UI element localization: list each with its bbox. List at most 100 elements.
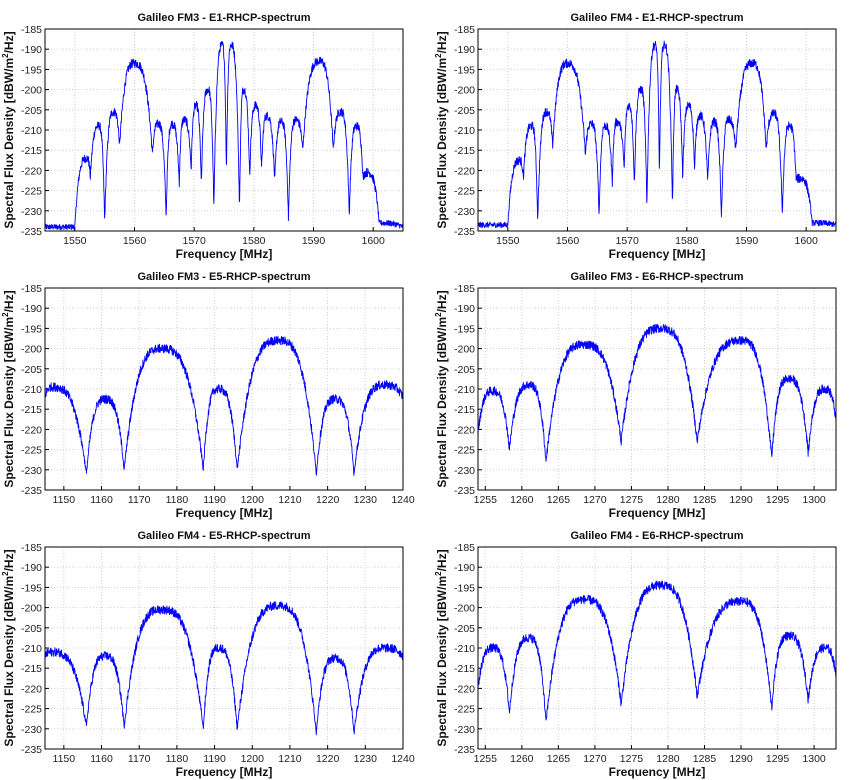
- y-tick-label: -210: [454, 384, 475, 396]
- chart-title: Galileo FM4 - E1-RHCP-spectrum: [571, 12, 744, 24]
- y-tick-label: -200: [454, 344, 475, 356]
- plot-area: [478, 547, 836, 749]
- y-axis-label-main: Spectral Flux Density [dBW/m: [2, 576, 16, 747]
- y-tick-label: -230: [21, 465, 42, 477]
- x-axis-label: Frequency [MHz]: [609, 247, 706, 261]
- y-tick-label: -220: [454, 424, 475, 436]
- y-tick-label: -200: [454, 603, 475, 615]
- x-tick-label: 1180: [166, 494, 189, 506]
- y-axis-label-main: Spectral Flux Density [dBW/m: [435, 317, 449, 488]
- x-tick-label: 1160: [90, 494, 113, 506]
- subplot-2: -235 -230 -225 -220 -215 -210 -205 -200 -195 -190…: [434, 12, 837, 261]
- y-tick-label: -215: [454, 663, 475, 675]
- spectrum-line-1: [44, 41, 404, 231]
- y-axis-label: Spectral Flux Density [dBW/m2/Hz]: [434, 290, 449, 487]
- x-tick-label: 1270: [583, 753, 607, 765]
- y-axis-label-superscript: 2: [434, 312, 443, 317]
- y-axis-label: Spectral Flux Density [dBW/m2/Hz]: [434, 31, 449, 228]
- x-tick-label: 1600: [361, 235, 385, 247]
- y-tick-label: -215: [454, 145, 475, 157]
- y-tick-label: -190: [454, 44, 475, 56]
- y-tick-label: -210: [454, 643, 475, 655]
- subplot-5: -235 -230 -225 -220 -215 -210 -205 -200 -195 -190…: [1, 530, 415, 779]
- y-tick-label: -190: [21, 562, 42, 574]
- spectrum-line-1: [477, 40, 837, 229]
- chart-title: Galileo FM3 - E6-RHCP-spectrum: [571, 271, 744, 283]
- y-tick-label: -230: [21, 206, 42, 218]
- x-tick-label: 1295: [766, 494, 790, 506]
- y-tick-label: -195: [21, 64, 42, 76]
- y-tick-label: -200: [454, 85, 475, 97]
- y-tick-label: -220: [454, 683, 475, 695]
- y-tick-label: -205: [454, 623, 475, 635]
- x-tick-label: 1255: [474, 753, 498, 765]
- x-tick-label: 1150: [53, 494, 76, 506]
- y-tick-label: -235: [454, 226, 475, 238]
- y-axis-label-superscript: 2: [434, 571, 443, 576]
- y-tick-label: -215: [21, 404, 42, 416]
- x-tick-label: 1285: [693, 494, 717, 506]
- spectrum-line-1: [44, 601, 404, 736]
- x-tick-label: 1295: [766, 753, 790, 765]
- x-tick-label: 1580: [242, 235, 266, 247]
- y-axis-label-superscript: 2: [1, 312, 10, 317]
- axes-box: [44, 546, 404, 750]
- subplot-1: -235 -230 -225 -220 -215 -210 -205 -200 -195 -190…: [1, 12, 404, 261]
- y-tick-label: -195: [21, 323, 42, 335]
- y-tick-label: -205: [454, 105, 475, 117]
- x-tick-label: 1290: [729, 494, 753, 506]
- y-tick-label: -185: [21, 24, 42, 36]
- y-axis-label-main: Spectral Flux Density [dBW/m: [2, 58, 16, 229]
- subplot-6: -235 -230 -225 -220 -215 -210 -205 -200 -195 -190…: [434, 530, 837, 779]
- x-tick-label: 1230: [354, 494, 378, 506]
- y-tick-label: -205: [21, 364, 42, 376]
- x-tick-label: 1200: [241, 753, 265, 765]
- y-tick-label: -235: [21, 744, 42, 756]
- y-tick-label: -185: [21, 283, 42, 295]
- x-tick-label: 1220: [316, 494, 340, 506]
- x-tick-label: 1210: [278, 494, 302, 506]
- x-axis-label: Frequency [MHz]: [176, 247, 273, 261]
- y-tick-label: -220: [21, 424, 42, 436]
- x-tick-label: 1570: [615, 235, 639, 247]
- y-tick-label: -185: [21, 542, 42, 554]
- x-tick-label: 1160: [90, 753, 113, 765]
- x-tick-label: 1550: [496, 235, 520, 247]
- y-tick-label: -220: [21, 165, 42, 177]
- x-tick-label: 1550: [63, 235, 87, 247]
- y-axis-label: Spectral Flux Density [dBW/m2/Hz]: [1, 549, 16, 746]
- y-tick-label: -230: [454, 206, 475, 218]
- y-tick-label: -190: [21, 303, 42, 315]
- axes-box: [477, 287, 837, 491]
- chart-title: Galileo FM4 - E6-RHCP-spectrum: [571, 530, 744, 542]
- y-tick-label: -230: [454, 465, 475, 477]
- y-tick-label: -235: [21, 226, 42, 238]
- y-tick-label: -195: [454, 64, 475, 76]
- y-tick-label: -210: [454, 125, 475, 137]
- y-tick-label: -235: [454, 485, 475, 497]
- subplot-4: -235 -230 -225 -220 -215 -210 -205 -200 -195 -190…: [434, 271, 837, 520]
- y-axis-label-unit: /Hz]: [2, 290, 16, 312]
- y-tick-label: -205: [21, 623, 42, 635]
- y-tick-label: -190: [21, 44, 42, 56]
- y-axis-label-superscript: 2: [1, 571, 10, 576]
- x-tick-label: 1570: [182, 235, 206, 247]
- x-tick-label: 1210: [278, 753, 302, 765]
- y-tick-label: -230: [21, 724, 42, 736]
- y-axis-label-unit: /Hz]: [2, 549, 16, 571]
- x-tick-label: 1265: [547, 753, 571, 765]
- y-tick-label: -215: [21, 663, 42, 675]
- y-axis-label-superscript: 2: [1, 53, 10, 58]
- chart-title: Galileo FM3 - E1-RHCP-spectrum: [138, 12, 311, 24]
- plot-area: [45, 547, 403, 749]
- y-tick-label: -225: [454, 704, 475, 716]
- x-tick-label: 1580: [675, 235, 699, 247]
- y-tick-label: -225: [21, 445, 42, 457]
- x-tick-label: 1265: [547, 494, 571, 506]
- x-tick-label: 1150: [53, 753, 76, 765]
- x-tick-label: 1590: [735, 235, 759, 247]
- x-tick-label: 1590: [302, 235, 326, 247]
- y-axis-label: Spectral Flux Density [dBW/m2/Hz]: [1, 31, 16, 228]
- x-tick-label: 1190: [203, 494, 226, 506]
